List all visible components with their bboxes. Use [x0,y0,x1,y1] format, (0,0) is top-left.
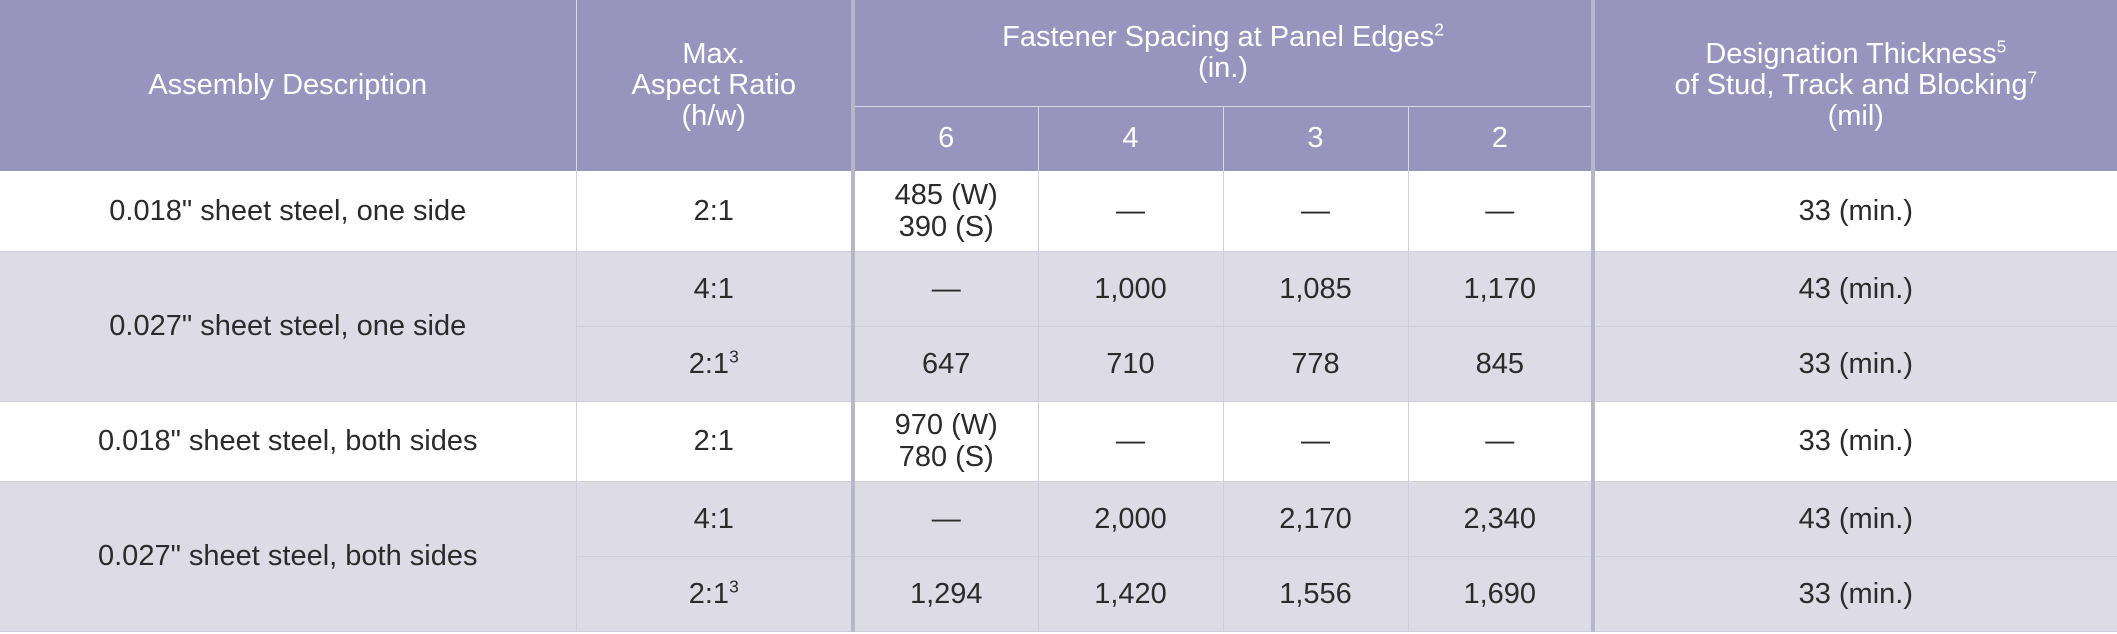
cell-spacing-6: 970 (W) 780 (S) [851,401,1039,482]
cell-spacing-2: 845 [1408,326,1594,402]
header-fastener-spacing-title: Fastener Spacing at Panel Edges [1002,20,1435,53]
header-designation-thickness-line3: (mil) [1827,100,1884,132]
cell-spacing-6: 1,294 [851,556,1039,632]
cell-aspect-ratio: 2:13 [576,326,854,402]
footnote-marker: 3 [729,575,739,596]
header-spacing-6: 6 [851,106,1039,171]
cell-thickness: 43 (min.) [1591,251,2117,327]
cell-spacing-3: 1,556 [1223,556,1409,632]
cell-spacing-3: 1,085 [1223,251,1409,327]
header-designation-thickness-line1: Designation Thickness [1705,38,1997,70]
header-max-aspect-ratio-line1: Max. [682,38,746,70]
footnote-marker: 7 [2027,67,2038,88]
table-row: 0.018" sheet steel, one side 2:1 485 (W)… [0,171,2117,252]
footnote-marker: 2 [1434,19,1444,40]
cell-spacing-3: — [1223,401,1409,482]
header-designation-thickness-line2: of Stud, Track and Blocking [1674,69,2028,101]
cell-spacing-3: 2,170 [1223,481,1409,557]
table-row: 2:13 647 710 778 845 33 (min.) [0,326,2117,402]
header-fastener-spacing: Fastener Spacing at Panel Edges2 (in.) [850,0,1594,107]
cell-aspect-ratio: 2:1 [576,401,854,482]
table-row: 0.027" sheet steel, both sides 4:1 — 2,0… [0,481,2117,632]
table-row: 0.018" sheet steel, both sides 2:1 970 (… [0,401,2117,482]
table-body: 0.018" sheet steel, one side 2:1 485 (W)… [0,171,2117,632]
cell-spacing-2: 1,170 [1408,251,1594,327]
header-max-aspect-ratio-line3: (h/w) [681,100,746,132]
footnote-marker: 3 [729,345,739,366]
cell-description: 0.018" sheet steel, one side [0,171,577,252]
header-max-aspect-ratio-line2: Aspect Ratio [631,69,796,101]
cell-aspect-ratio: 4:1 [576,251,854,327]
header-spacing-2: 2 [1408,106,1594,171]
header-assembly-description: Assembly Description [0,0,577,171]
cell-thickness: 33 (min.) [1591,171,2117,252]
table-row: 2:13 1,294 1,420 1,556 1,690 33 (min.) [0,556,2117,632]
cell-spacing-2: 1,690 [1408,556,1594,632]
cell-aspect-ratio: 2:1 [576,171,854,252]
cell-description: 0.027" sheet steel, both sides [0,481,577,632]
cell-description: 0.027" sheet steel, one side [0,251,577,402]
cell-thickness: 43 (min.) [1591,481,2117,557]
header-spacing-4: 4 [1038,106,1224,171]
header-fastener-spacing-unit: (in.) [1198,51,1248,84]
cell-spacing-2: — [1408,401,1594,482]
header-spacing-3: 3 [1223,106,1409,171]
table-header: Assembly Description Max. Aspect Ratio (… [0,0,2117,171]
cell-aspect-ratio: 2:13 [576,556,854,632]
cell-spacing-4: 710 [1038,326,1224,402]
cell-spacing-6: 647 [851,326,1039,402]
cell-spacing-2: 2,340 [1408,481,1594,557]
cell-thickness: 33 (min.) [1591,401,2117,482]
cell-aspect-ratio: 4:1 [576,481,854,557]
cell-spacing-4: 1,420 [1038,556,1224,632]
cell-spacing-6: — [851,251,1039,327]
cell-thickness: 33 (min.) [1591,326,2117,402]
cell-spacing-3: — [1223,171,1409,252]
cell-spacing-6: — [851,481,1039,557]
cell-spacing-4: 2,000 [1038,481,1224,557]
cell-spacing-4: — [1038,401,1224,482]
cell-description: 0.018" sheet steel, both sides [0,401,577,482]
cell-spacing-6: 485 (W) 390 (S) [851,171,1039,252]
table-row: 0.027" sheet steel, one side 4:1 — 1,000… [0,251,2117,402]
header-designation-thickness: Designation Thickness5 of Stud, Track an… [1591,0,2117,171]
cell-spacing-4: 1,000 [1038,251,1224,327]
header-max-aspect-ratio: Max. Aspect Ratio (h/w) [576,0,854,171]
footnote-marker: 5 [1996,36,2007,57]
cell-spacing-3: 778 [1223,326,1409,402]
cell-spacing-4: — [1038,171,1224,252]
cell-thickness: 33 (min.) [1591,556,2117,632]
cell-spacing-2: — [1408,171,1594,252]
